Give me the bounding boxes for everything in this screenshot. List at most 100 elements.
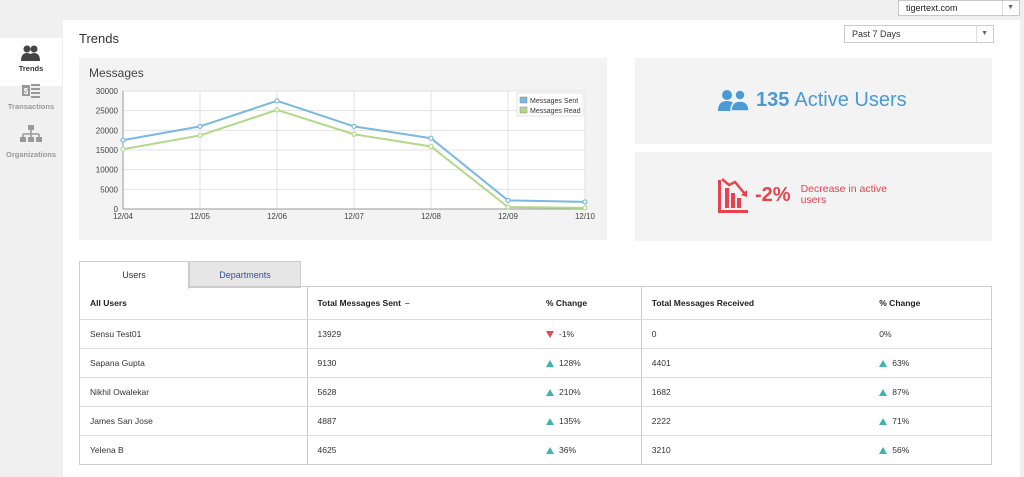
- messages-sent-cell: 4625: [317, 445, 337, 455]
- table-row[interactable]: Nikhil Owalekar 5628 210% 1682 87%: [80, 377, 991, 406]
- main-panel: Trends Past 7 Days ▼ Messages 30000 25000…: [63, 20, 1020, 477]
- data-point: [274, 98, 280, 104]
- sent-change-value: 210%: [558, 387, 581, 397]
- sent-change-cell: 36%: [536, 436, 642, 464]
- received-change-value: 56%: [892, 445, 910, 455]
- table-header-row: All Users Total Messages Sent – % Change…: [80, 287, 991, 319]
- sent-change-cell: 135%: [536, 407, 642, 435]
- y-tick-label: 25000: [96, 107, 119, 116]
- users-table: All Users Total Messages Sent – % Change…: [79, 286, 992, 465]
- sidebar-item-transactions[interactable]: $ Transactions: [0, 82, 62, 111]
- user-name-cell: Sensu Test01: [80, 320, 308, 348]
- sidebar-item-label: Organizations: [5, 150, 56, 159]
- sent-change-value: 135%: [558, 416, 581, 426]
- increase-arrow-icon: [545, 446, 554, 454]
- increase-arrow-icon: [879, 388, 888, 396]
- column-header-received-change[interactable]: % Change: [879, 298, 921, 308]
- users-icon: [21, 45, 40, 61]
- active-users-label: Active Users: [794, 88, 907, 111]
- chevron-down-icon: ▼: [1007, 4, 1014, 11]
- y-tick-label: 0: [114, 205, 119, 214]
- sent-change-cell: 128%: [536, 349, 642, 377]
- decrease-arrow-icon: [545, 330, 554, 338]
- column-header-sent-change[interactable]: % Change: [536, 287, 642, 319]
- column-header-total-sent[interactable]: Total Messages Sent –: [308, 287, 536, 319]
- active-users-change-card: -2% Decrease in active users: [635, 152, 992, 241]
- column-header-label: Total Messages Sent: [317, 298, 401, 308]
- y-tick-label: 30000: [96, 87, 119, 96]
- data-point: [197, 132, 203, 139]
- x-tick-label: 12/05: [190, 212, 211, 221]
- legend-swatch: [519, 96, 528, 104]
- x-tick-label: 12/04: [113, 212, 134, 221]
- received-change-value: 63%: [892, 358, 910, 368]
- sidebar-item-organizations[interactable]: Organizations: [0, 124, 62, 159]
- trend-down-icon: [718, 178, 748, 213]
- messages-received-cell: 0: [651, 329, 657, 339]
- chevron-down-icon: ▼: [981, 30, 988, 37]
- messages-line-chart: 30000 25000 20000 15000 10000 5000 012/04 12/05…: [96, 87, 596, 221]
- x-tick-label: 12/06: [267, 212, 288, 221]
- sidebar-item-label: Trends: [18, 64, 44, 73]
- increase-arrow-icon: [879, 446, 888, 454]
- data-point: [197, 123, 203, 130]
- increase-arrow-icon: [545, 417, 554, 425]
- change-percent: -2%: [755, 183, 791, 206]
- tab-departments[interactable]: Departments: [189, 261, 301, 288]
- svg-text:$: $: [24, 87, 29, 96]
- data-point: [505, 204, 511, 210]
- data-point: [274, 107, 280, 113]
- data-point: [120, 146, 126, 152]
- legend-box: [516, 92, 584, 117]
- table-row[interactable]: Sensu Test01 13929 -1% 0 0%: [80, 319, 991, 348]
- data-point: [582, 205, 588, 211]
- x-tick-label: 12/07: [344, 212, 365, 221]
- x-tick-label: 12/08: [421, 212, 442, 221]
- chart-title: Messages: [89, 66, 144, 80]
- column-header-all-users[interactable]: All Users: [80, 287, 308, 319]
- user-name-cell: Yelena B: [80, 436, 308, 464]
- sent-change-value: -1%: [558, 329, 575, 339]
- increase-arrow-icon: [545, 359, 554, 367]
- sidebar: Trends $ Transactions Organizations: [0, 20, 62, 477]
- messages-sent-cell: 9130: [317, 358, 337, 368]
- tab-users[interactable]: Users: [79, 261, 189, 289]
- organization-select[interactable]: tigertext.com ▼: [898, 0, 1020, 16]
- sent-change-value: 128%: [558, 358, 581, 368]
- active-users-card: 135 Active Users: [635, 58, 992, 144]
- data-point: [120, 137, 126, 143]
- received-change-value: 71%: [892, 416, 910, 426]
- increase-arrow-icon: [879, 417, 888, 425]
- page-title: Trends: [79, 31, 119, 46]
- received-change-cell: 71%: [869, 407, 991, 435]
- messages-received-cell: 4401: [651, 358, 671, 368]
- column-header-total-received[interactable]: Total Messages Received: [651, 298, 755, 308]
- messages-sent-cell: 5628: [317, 387, 337, 397]
- y-tick-label: 10000: [96, 166, 119, 175]
- y-tick-label: 5000: [100, 185, 118, 194]
- y-tick-label: 15000: [96, 146, 119, 155]
- sent-change-cell: 210%: [536, 378, 642, 406]
- organization-select-value: tigertext.com: [906, 3, 958, 13]
- increase-arrow-icon: [879, 359, 888, 367]
- table-row[interactable]: James San Jose 4887 135% 2222 71%: [80, 406, 991, 435]
- received-change-cell: 87%: [869, 378, 991, 406]
- messages-sent-cell: 4887: [317, 416, 337, 426]
- sidebar-item-trends[interactable]: Trends: [0, 38, 62, 86]
- users-icon: [718, 89, 750, 112]
- messages-received-cell: 1682: [651, 387, 671, 397]
- sent-change-value: 36%: [558, 445, 576, 455]
- received-change-cell: 63%: [869, 349, 991, 377]
- data-point: [351, 131, 357, 137]
- data-point: [505, 197, 511, 203]
- select-divider: [1002, 1, 1003, 15]
- date-range-value: Past 7 Days: [852, 29, 901, 39]
- data-point: [582, 199, 588, 205]
- active-users-count: 135: [756, 88, 790, 111]
- date-range-select[interactable]: Past 7 Days ▼: [844, 25, 994, 43]
- select-divider: [976, 26, 977, 42]
- sent-change-cell: -1%: [536, 320, 642, 348]
- table-row[interactable]: Yelena B 4625 36% 3210 56%: [80, 435, 991, 464]
- sidebar-item-label: Transactions: [7, 102, 55, 111]
- table-row[interactable]: Sapana Gupta 9130 128% 4401 63%: [80, 348, 991, 377]
